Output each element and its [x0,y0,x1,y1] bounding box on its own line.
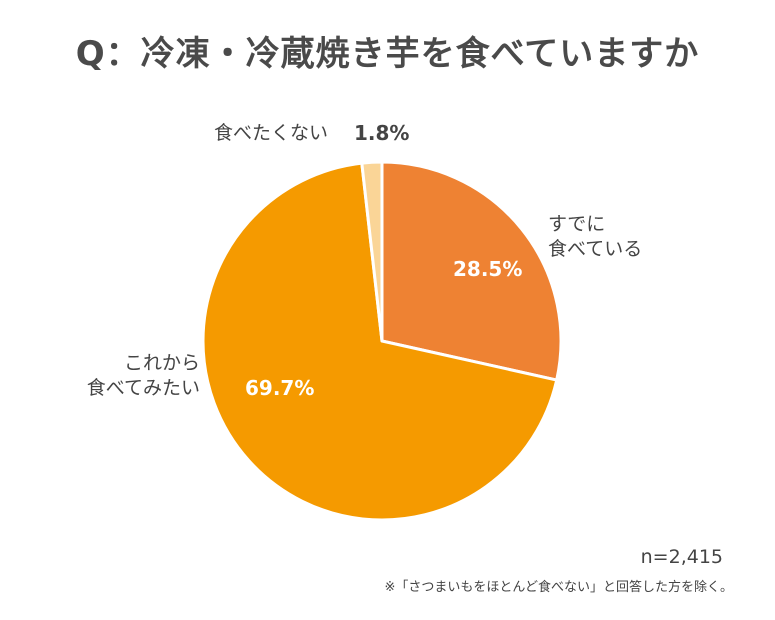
label-already-eating: すでに 食べている [548,213,643,260]
pie-slice-want-to-try [201,161,559,522]
sample-size: n=2,415 [640,546,723,568]
label-do-not-want: 食べたくない [214,122,329,144]
label-want-to-try: これから 食べてみたい [86,352,200,399]
value-want-to-try: 69.7% [245,376,315,400]
value-already-eating: 28.5% [453,257,523,281]
pie-slice-already-eating [380,160,563,382]
pie-slice-do-not-want [360,160,384,343]
chart-title: Q：冷凍・冷蔵焼き芋を食べていますか [75,34,700,74]
footnote: ※「さつまいもをほとんど食べない」と回答した方を除く。 [384,580,733,595]
value-do-not-want: 1.8% [354,121,410,145]
